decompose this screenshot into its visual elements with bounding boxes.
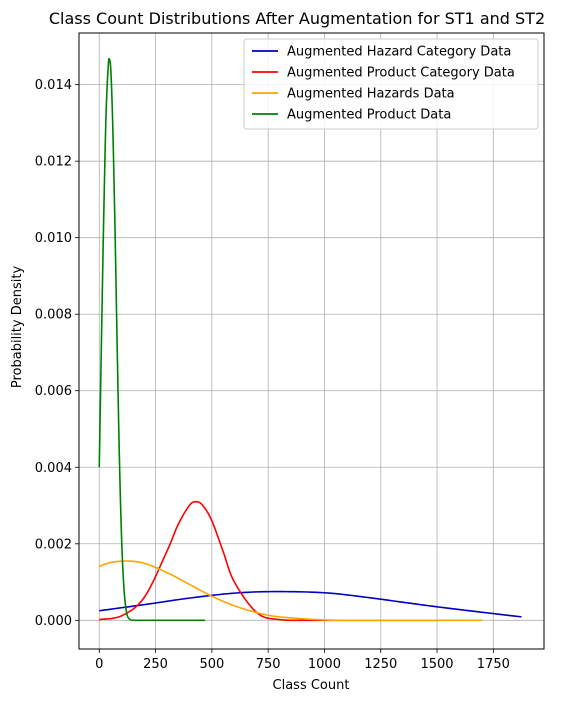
legend-label: Augmented Product Category Data (287, 66, 515, 81)
x-tick-label: 750 (256, 657, 281, 672)
y-tick-label: 0.002 (35, 537, 72, 552)
y-tick-label: 0.000 (35, 614, 72, 629)
x-tick-label: 0 (95, 657, 103, 672)
x-tick-label: 250 (143, 657, 168, 672)
y-tick-label: 0.008 (35, 308, 72, 323)
x-tick-label: 1500 (420, 657, 453, 672)
legend-label: Augmented Product Data (287, 108, 451, 123)
y-tick-label: 0.012 (35, 155, 72, 170)
x-tick-label: 1250 (364, 657, 397, 672)
y-axis-label: Probability Density (10, 266, 25, 389)
y-tick-label: 0.014 (35, 78, 72, 93)
y-tick-label: 0.006 (35, 384, 72, 399)
y-tick-label: 0.010 (35, 231, 72, 246)
series-lines (98, 57, 522, 622)
y-tick-label: 0.004 (35, 461, 72, 476)
x-tick-label: 1000 (308, 657, 341, 672)
series-line-4 (98, 57, 206, 622)
series-line-2 (99, 500, 438, 622)
y-axis-ticks: 0.000 0.002 0.004 0.006 0.008 0.010 0.012 0.014 (35, 78, 79, 629)
x-axis-label: Class Count (273, 678, 350, 693)
x-tick-label: 500 (199, 657, 224, 672)
legend-label: Augmented Hazard Category Data (287, 45, 511, 60)
x-tick-label: 1750 (477, 657, 510, 672)
legend-label: Augmented Hazards Data (287, 87, 455, 102)
chart-title: Class Count Distributions After Augmenta… (49, 9, 545, 28)
legend-box (243, 38, 539, 130)
series-line-1 (99, 590, 522, 618)
grid (79, 33, 544, 649)
legend: Augmented Hazard Category Data Augmented … (243, 38, 539, 130)
series-line-3 (98, 560, 483, 622)
x-axis-ticks: 0 250 500 750 1000 1250 1500 1750 (95, 649, 510, 672)
plot-frame (78, 32, 545, 650)
